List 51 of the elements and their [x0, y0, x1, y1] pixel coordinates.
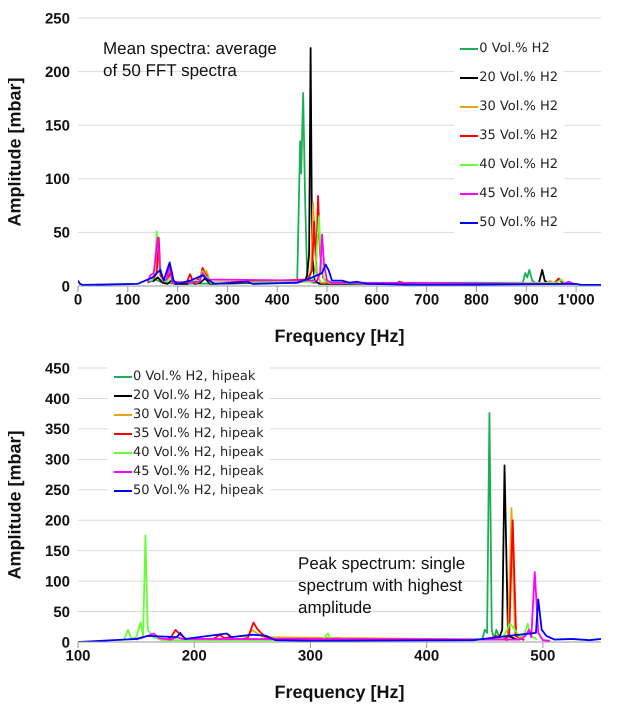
legend-label: 20 Vol.% H2	[479, 70, 558, 85]
y-tick-label: 0	[62, 278, 70, 296]
y-tick-label: 200	[44, 512, 70, 530]
y-tick-label: 50	[53, 224, 70, 242]
legend-label: 35 Vol.% H2, hipeak	[133, 426, 264, 441]
legend-label: 50 Vol.% H2, hipeak	[133, 483, 264, 498]
annotation: Mean spectra: average of 50 FFT spectra	[103, 38, 278, 82]
y-tick-label: 150	[44, 542, 70, 560]
x-tick-label: 800	[464, 292, 489, 309]
x-tick-label: 500	[530, 648, 556, 665]
y-tick-label: 250	[44, 482, 70, 500]
legend-label: 30 Vol.% H2, hipeak	[133, 407, 264, 422]
y-tick-label: 350	[44, 421, 70, 438]
x-axis-title: Frequency [Hz]	[274, 326, 405, 346]
legend-label: 40 Vol.% H2, hipeak	[133, 445, 264, 460]
x-tick-label: 400	[414, 648, 440, 665]
legend-label: 0 Vol.% H2	[479, 41, 550, 56]
x-tick-label: 1'000	[558, 292, 595, 309]
annotation: Peak spectrum: single spectrum with highest amplitude	[298, 553, 466, 619]
y-tick-label: 450	[44, 360, 70, 378]
line-series	[135, 571, 551, 642]
y-tick-label: 50	[53, 604, 70, 621]
line-series	[146, 234, 575, 285]
legend-label: 50 Vol.% H2	[479, 215, 558, 230]
y-tick-label: 300	[44, 452, 70, 469]
x-tick-label: 0	[74, 292, 82, 309]
x-tick-label: 600	[364, 292, 390, 309]
legend-label: 35 Vol.% H2	[479, 128, 558, 143]
y-tick-label: 200	[44, 64, 70, 81]
legend-label: 40 Vol.% H2	[479, 157, 558, 172]
y-tick-label: 250	[44, 10, 70, 28]
x-tick-label: 300	[298, 648, 323, 665]
y-tick-label: 100	[44, 171, 70, 188]
legend-label: 45 Vol.% H2	[479, 186, 558, 201]
legend-label: 0 Vol.% H2, hipeak	[133, 369, 256, 384]
x-tick-label: 300	[214, 292, 240, 309]
y-tick-label: 100	[44, 573, 70, 590]
x-tick-label: 700	[414, 292, 440, 309]
x-tick-label: 200	[165, 292, 190, 309]
legend-label: 20 Vol.% H2, hipeak	[133, 388, 264, 403]
legend-label: 30 Vol.% H2	[479, 99, 558, 114]
x-tick-label: 900	[514, 292, 539, 309]
y-tick-label: 400	[44, 390, 70, 408]
y-tick-label: 150	[44, 118, 70, 135]
y-tick-label: 0	[62, 634, 70, 652]
legend-label: 45 Vol.% H2, hipeak	[133, 464, 264, 479]
x-tick-label: 500	[314, 292, 340, 309]
x-tick-label: 200	[182, 648, 207, 665]
x-tick-label: 100	[115, 292, 140, 309]
x-tick-label: 400	[264, 292, 290, 309]
x-axis-title: Frequency [Hz]	[274, 682, 405, 702]
